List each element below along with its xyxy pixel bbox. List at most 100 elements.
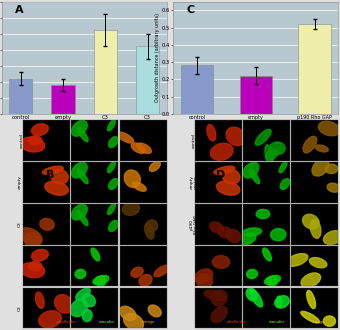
Text: empty
vector: empty vector — [189, 175, 198, 189]
Ellipse shape — [82, 310, 92, 322]
Text: empty
vector: empty vector — [18, 175, 27, 189]
Ellipse shape — [323, 316, 336, 326]
Text: merge: merge — [141, 320, 155, 324]
Ellipse shape — [107, 161, 115, 173]
Ellipse shape — [279, 161, 287, 173]
Ellipse shape — [271, 229, 286, 241]
Ellipse shape — [303, 214, 319, 229]
Ellipse shape — [301, 273, 321, 287]
Ellipse shape — [108, 220, 118, 231]
Ellipse shape — [246, 269, 257, 279]
Ellipse shape — [240, 233, 256, 245]
Ellipse shape — [256, 209, 270, 219]
Ellipse shape — [275, 296, 289, 308]
Ellipse shape — [212, 256, 230, 268]
Text: A: A — [15, 5, 23, 15]
Ellipse shape — [95, 277, 106, 286]
Bar — [51, 85, 75, 114]
Text: vinculin: vinculin — [99, 320, 115, 324]
Text: phalloidin: phalloidin — [226, 320, 246, 324]
Ellipse shape — [131, 143, 145, 153]
Text: C: C — [187, 5, 194, 15]
Ellipse shape — [131, 267, 143, 277]
Bar — [136, 47, 159, 114]
Ellipse shape — [325, 164, 338, 174]
Ellipse shape — [267, 277, 277, 286]
Ellipse shape — [108, 137, 118, 148]
Ellipse shape — [117, 132, 134, 143]
Ellipse shape — [249, 169, 260, 184]
Ellipse shape — [78, 127, 88, 142]
Ellipse shape — [312, 159, 329, 176]
Text: p190
Rho GAP: p190 Rho GAP — [189, 215, 198, 234]
Ellipse shape — [226, 127, 245, 146]
Ellipse shape — [280, 179, 290, 189]
Ellipse shape — [270, 142, 285, 155]
Ellipse shape — [108, 179, 118, 189]
Ellipse shape — [286, 253, 308, 266]
Ellipse shape — [91, 248, 100, 261]
Ellipse shape — [323, 231, 340, 245]
Ellipse shape — [107, 120, 115, 131]
Ellipse shape — [211, 306, 227, 322]
Ellipse shape — [19, 228, 42, 245]
Ellipse shape — [207, 124, 216, 141]
Text: B: B — [46, 170, 54, 180]
Ellipse shape — [301, 312, 320, 323]
Ellipse shape — [122, 202, 139, 215]
Ellipse shape — [119, 306, 136, 320]
Ellipse shape — [24, 233, 41, 248]
Ellipse shape — [250, 289, 262, 307]
Ellipse shape — [194, 269, 212, 283]
Ellipse shape — [76, 288, 90, 300]
Ellipse shape — [243, 162, 259, 178]
Ellipse shape — [242, 228, 262, 236]
Ellipse shape — [210, 143, 233, 160]
Ellipse shape — [303, 136, 317, 153]
Bar — [299, 24, 331, 114]
Text: merge: merge — [311, 320, 325, 324]
Ellipse shape — [29, 261, 42, 271]
Ellipse shape — [216, 181, 240, 195]
Ellipse shape — [246, 288, 257, 301]
Ellipse shape — [71, 120, 87, 136]
Ellipse shape — [226, 229, 241, 243]
Bar — [240, 76, 272, 114]
Ellipse shape — [265, 275, 280, 285]
Ellipse shape — [204, 290, 225, 300]
Y-axis label: Outgrowth distance (arbitrary units): Outgrowth distance (arbitrary units) — [155, 13, 160, 102]
Ellipse shape — [148, 305, 161, 317]
Text: C3
vector: C3 vector — [18, 217, 27, 231]
Text: D: D — [216, 170, 225, 180]
Ellipse shape — [197, 274, 212, 288]
Ellipse shape — [144, 223, 154, 239]
Ellipse shape — [78, 169, 88, 184]
Ellipse shape — [307, 290, 316, 309]
Ellipse shape — [327, 183, 340, 192]
Ellipse shape — [211, 290, 227, 306]
Ellipse shape — [75, 269, 86, 279]
Ellipse shape — [42, 166, 63, 174]
Ellipse shape — [218, 227, 233, 238]
Text: vinculin: vinculin — [269, 320, 285, 324]
Ellipse shape — [45, 181, 68, 195]
Ellipse shape — [20, 263, 45, 278]
Bar — [94, 30, 117, 114]
Ellipse shape — [133, 182, 146, 191]
Text: control: control — [192, 133, 196, 148]
Ellipse shape — [39, 311, 62, 328]
Ellipse shape — [210, 222, 223, 233]
Ellipse shape — [263, 248, 271, 261]
Ellipse shape — [124, 314, 143, 330]
Ellipse shape — [265, 149, 278, 160]
Ellipse shape — [154, 265, 170, 277]
Ellipse shape — [35, 292, 44, 309]
Text: C3
enzyme: C3 enzyme — [18, 299, 27, 317]
Ellipse shape — [71, 204, 87, 220]
Ellipse shape — [78, 211, 88, 226]
Ellipse shape — [20, 137, 45, 152]
Ellipse shape — [309, 258, 327, 268]
Ellipse shape — [255, 129, 271, 145]
Ellipse shape — [32, 124, 48, 136]
Ellipse shape — [265, 145, 273, 165]
